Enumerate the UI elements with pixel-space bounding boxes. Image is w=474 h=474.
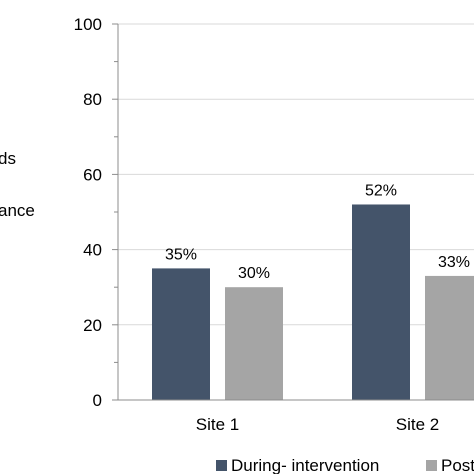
bar-labels: 35% 30% 52% 33% — [165, 182, 470, 282]
y-axis-label: ds ance — [0, 149, 35, 220]
y-axis-label-line-1: ds — [0, 149, 16, 168]
bar-value-label: 35% — [165, 246, 197, 263]
x-category-label: Site 2 — [396, 415, 439, 434]
bar — [152, 268, 210, 400]
y-tick-label: 20 — [83, 316, 102, 335]
bar-value-label: 30% — [238, 265, 270, 282]
legend-label: Post — [441, 456, 474, 474]
y-tick-label: 0 — [93, 391, 102, 410]
y-tick-label: 80 — [83, 90, 102, 109]
bar-value-label: 33% — [438, 254, 470, 271]
legend: During- intervention Post — [216, 456, 474, 474]
bar — [225, 287, 283, 400]
y-tick-label: 100 — [74, 15, 102, 34]
bars — [152, 204, 474, 400]
y-tick-label: 40 — [83, 241, 102, 260]
x-axis: Site 1 Site 2 — [118, 399, 474, 434]
legend-swatch — [426, 460, 437, 471]
y-tick-label: 60 — [83, 165, 102, 184]
legend-label: During- intervention — [231, 456, 379, 474]
x-category-label: Site 1 — [196, 415, 239, 434]
y-axis: 0 20 40 60 80 100 — [74, 15, 119, 410]
bar — [425, 275, 474, 400]
y-axis-label-line-2: ance — [0, 201, 35, 220]
bar — [352, 204, 410, 400]
legend-swatch — [216, 460, 227, 471]
bar-value-label: 52% — [365, 182, 397, 199]
gridlines — [118, 23, 474, 326]
